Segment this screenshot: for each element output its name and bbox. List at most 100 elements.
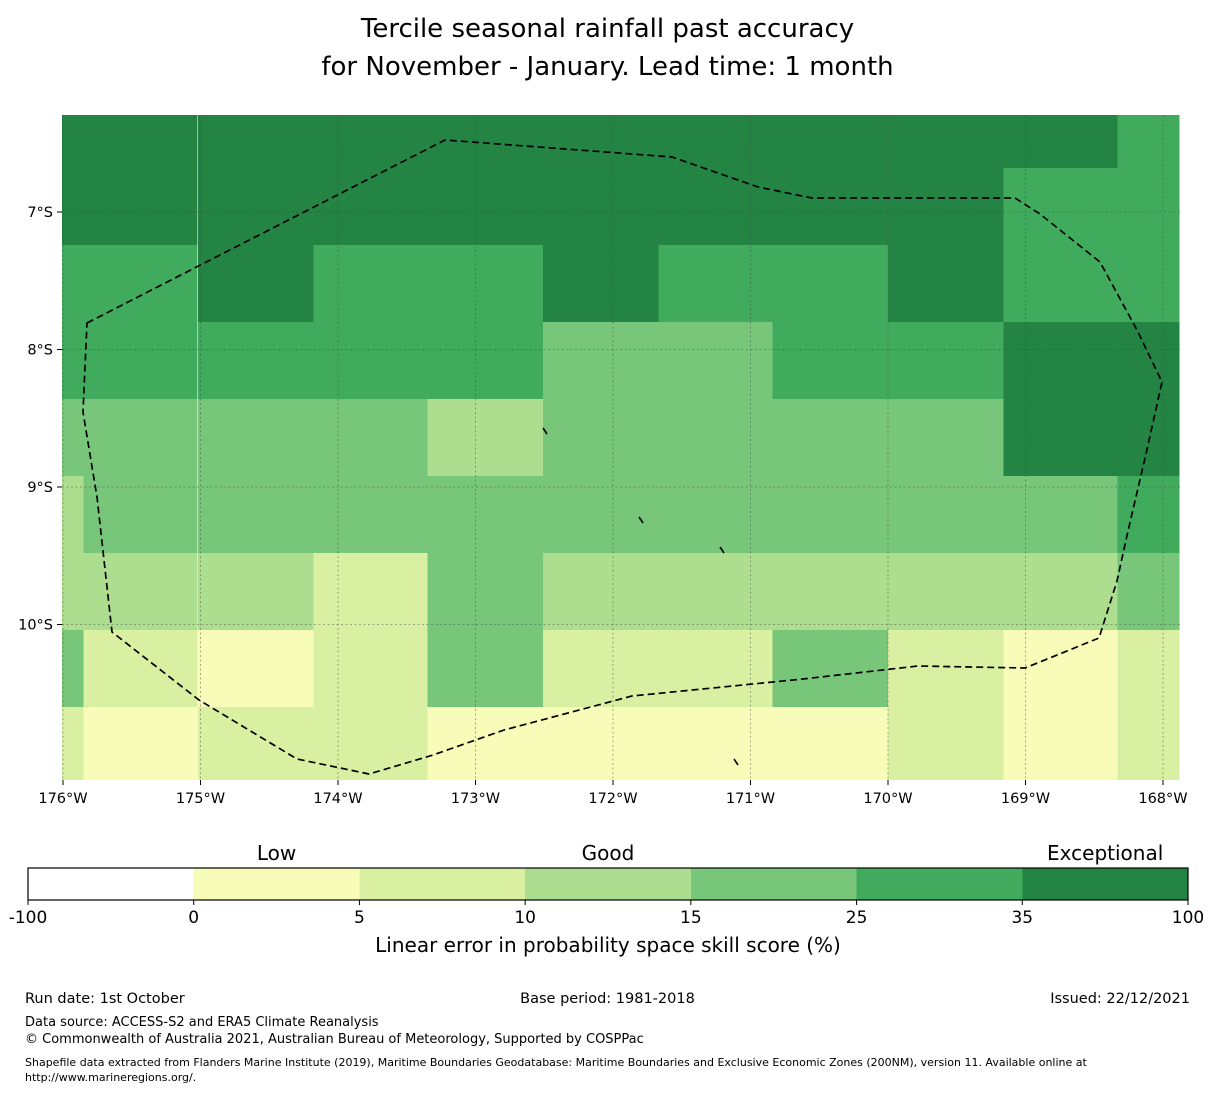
- grid-cell: [658, 115, 772, 168]
- colorbar-segment: [1022, 868, 1188, 900]
- grid-cell: [1118, 553, 1180, 630]
- grid-cell: [198, 553, 314, 630]
- lon-tick-label: 172°W: [588, 791, 637, 807]
- grid-cell: [888, 630, 1004, 707]
- grid-cell: [1118, 399, 1180, 476]
- grid-cell: [658, 553, 772, 630]
- grid-cell: [1118, 630, 1180, 707]
- grid-cell: [888, 707, 1004, 780]
- grid-cell: [658, 245, 772, 322]
- grid-cell: [313, 322, 427, 399]
- grid-cell: [198, 630, 314, 707]
- grid-cell: [888, 553, 1004, 630]
- grid-cell: [62, 168, 84, 245]
- grid-cell: [888, 476, 1004, 553]
- grid-cell: [658, 476, 772, 553]
- lat-tick-label: 7°S: [27, 205, 53, 221]
- lon-tick-label: 174°W: [313, 791, 362, 807]
- grid-cell: [84, 245, 198, 322]
- grid-cell: [543, 322, 659, 399]
- grid-cell: [888, 322, 1004, 399]
- grid-cell: [658, 399, 772, 476]
- lon-tick-label: 171°W: [726, 791, 775, 807]
- grid-cell: [198, 399, 314, 476]
- grid-cell: [1118, 322, 1180, 399]
- colorbar-tick-label: 100: [1172, 908, 1204, 928]
- figure: Tercile seasonal rainfall past accuracy …: [0, 0, 1215, 1095]
- grid-cell: [888, 399, 1004, 476]
- grid-cell: [62, 553, 84, 630]
- grid-cell: [62, 115, 84, 168]
- grid-cell: [1118, 115, 1180, 168]
- grid-cell: [313, 476, 427, 553]
- grid-cell: [84, 476, 198, 553]
- grid-cell: [658, 630, 772, 707]
- grid-cell: [1118, 707, 1180, 780]
- grid-cell: [427, 399, 543, 476]
- grid-cell: [313, 168, 427, 245]
- grid-cell: [198, 245, 314, 322]
- grid-cell: [427, 630, 543, 707]
- shapefile-attribution-line1: Shapefile data extracted from Flanders M…: [25, 1056, 1087, 1069]
- grid-cell: [198, 476, 314, 553]
- colorbar-category-label: Low: [257, 841, 296, 865]
- lon-tick-label: 170°W: [863, 791, 912, 807]
- grid-cell: [313, 245, 427, 322]
- colorbar-tick-label: 35: [1011, 908, 1033, 928]
- grid-cell: [198, 707, 314, 780]
- colorbar-category-label: Good: [582, 841, 635, 865]
- grid-cell: [427, 168, 543, 245]
- grid-cell: [427, 553, 543, 630]
- grid-cell: [888, 245, 1004, 322]
- grid-cell: [313, 553, 427, 630]
- grid-cell: [1118, 245, 1180, 322]
- grid-cell: [313, 707, 427, 780]
- copyright-text: © Commonwealth of Australia 2021, Austra…: [25, 1032, 644, 1047]
- grid-cell: [84, 115, 198, 168]
- grid-cell: [1004, 553, 1118, 630]
- grid-cell: [1004, 707, 1118, 780]
- grid-cell: [888, 168, 1004, 245]
- colorbar-segment: [525, 868, 691, 900]
- shapefile-attribution-line2: http://www.marineregions.org/.: [25, 1071, 196, 1084]
- colorbar-tick-label: 10: [514, 908, 536, 928]
- grid-cell: [543, 115, 659, 168]
- grid-cell: [1118, 168, 1180, 245]
- grid-cell: [773, 399, 889, 476]
- grid-cell: [773, 245, 889, 322]
- grid-cell: [658, 168, 772, 245]
- grid-cell: [313, 399, 427, 476]
- colorbar-segment: [359, 868, 525, 900]
- colorbar-category-label: Exceptional: [1047, 841, 1163, 865]
- grid-cell: [84, 707, 198, 780]
- grid-cell: [84, 630, 198, 707]
- grid-cell: [773, 168, 889, 245]
- grid-cell: [84, 168, 198, 245]
- colorbar-tick-label: -100: [9, 908, 48, 928]
- colorbar-tick-label: 25: [846, 908, 868, 928]
- lat-tick-label: 10°S: [18, 618, 53, 634]
- grid-cell: [773, 707, 889, 780]
- grid-cell: [62, 707, 84, 780]
- grid-cell: [543, 399, 659, 476]
- colorbar-tick-label: 0: [188, 908, 199, 928]
- colorbar-segment: [857, 868, 1023, 900]
- grid-cell: [773, 115, 889, 168]
- grid-cell: [313, 630, 427, 707]
- grid-cell: [1118, 476, 1180, 553]
- grid-cell: [62, 245, 84, 322]
- grid-cell: [62, 322, 84, 399]
- grid-cell: [427, 245, 543, 322]
- grid-cell: [1004, 168, 1118, 245]
- grid-cell: [773, 553, 889, 630]
- colorbar-segment: [194, 868, 360, 900]
- grid-cell: [543, 245, 659, 322]
- grid-cell: [543, 707, 659, 780]
- grid-cell: [888, 115, 1004, 168]
- lat-tick-label: 9°S: [27, 480, 53, 496]
- grid-cell: [62, 399, 84, 476]
- grid-cell: [62, 630, 84, 707]
- grid-cell: [427, 322, 543, 399]
- data-source-text: Data source: ACCESS-S2 and ERA5 Climate …: [25, 1015, 379, 1030]
- colorbar-segment: [691, 868, 857, 900]
